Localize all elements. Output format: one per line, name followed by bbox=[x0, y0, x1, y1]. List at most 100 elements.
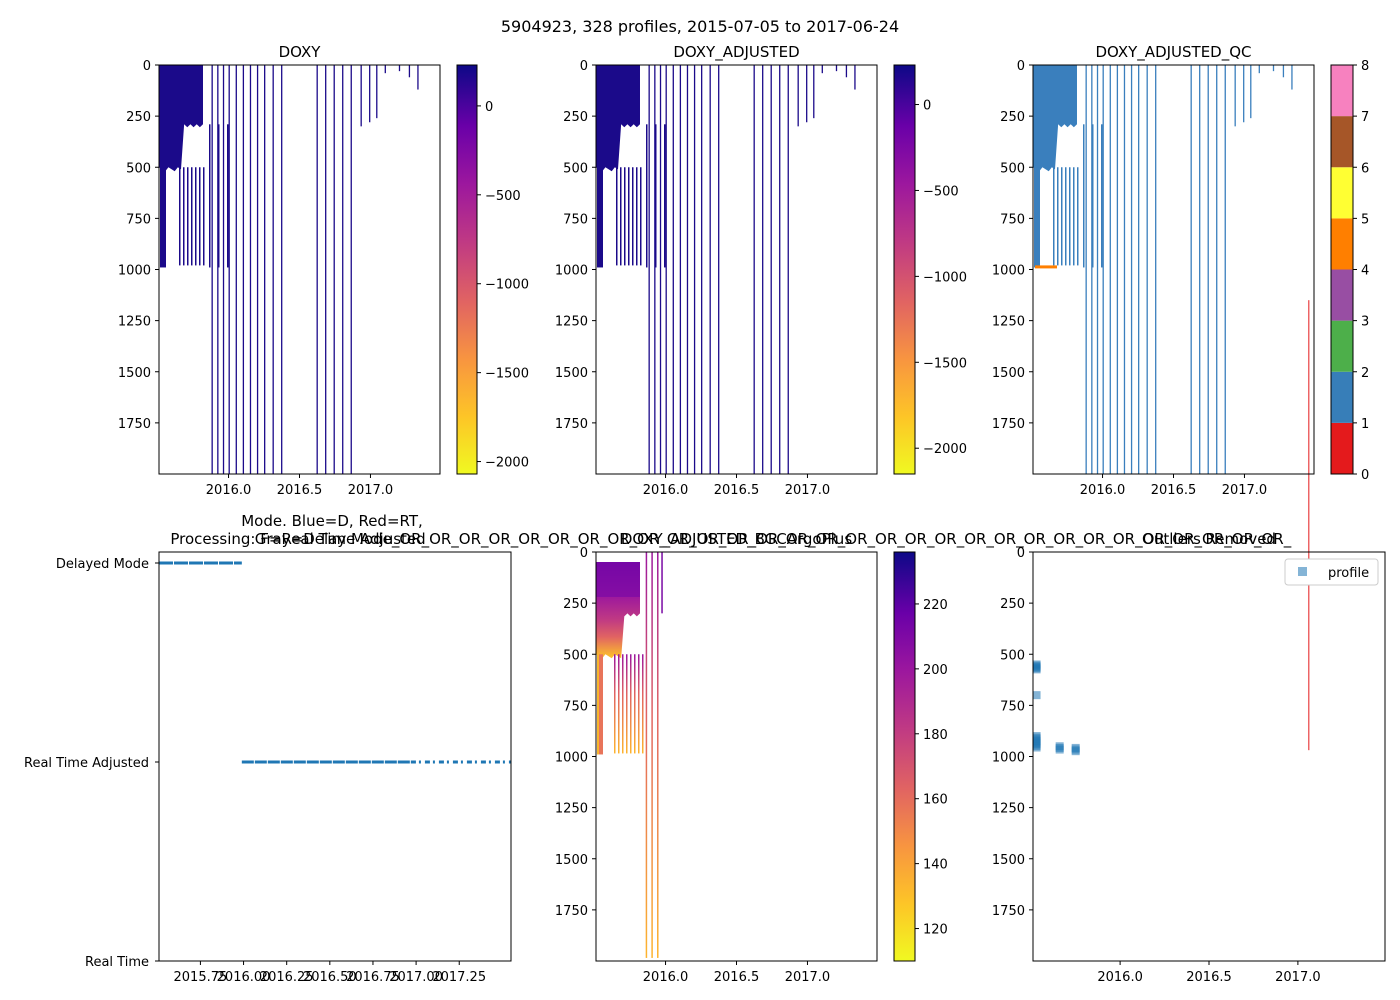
profile-strip bbox=[1282, 65, 1285, 78]
y-tick-label: 1500 bbox=[555, 366, 588, 381]
profile-strip bbox=[1034, 167, 1036, 268]
profile-strip bbox=[628, 167, 630, 266]
profile-strip bbox=[325, 65, 327, 474]
colorbar-tick-label: 6 bbox=[1361, 161, 1369, 176]
y-tick-label: 500 bbox=[1000, 161, 1025, 176]
colorbar-tick-label: 120 bbox=[923, 923, 948, 938]
x-tick-label: 2016.0 bbox=[1080, 483, 1126, 498]
profile-strip bbox=[614, 654, 616, 754]
axes-title: Mode. Blue=D, Red=RT, bbox=[241, 512, 423, 530]
y-tick-label: 500 bbox=[126, 161, 151, 176]
profile-strip bbox=[854, 65, 856, 90]
axes-frame bbox=[158, 551, 512, 962]
x-tick-label: 2016.50 bbox=[303, 970, 357, 985]
profile-strip bbox=[1069, 167, 1071, 266]
profile-strip bbox=[770, 65, 772, 474]
profile-strip bbox=[360, 65, 362, 127]
profile-strip bbox=[1155, 65, 1157, 474]
profile-strip bbox=[645, 552, 648, 958]
panel-mode: Delayed Mode Real Time Adjusted Real Time 2… bbox=[24, 512, 1292, 985]
profile-strip bbox=[665, 65, 667, 474]
y-category-label: Real Time bbox=[85, 955, 149, 970]
axes-title: Outliers Removed bbox=[1142, 530, 1276, 548]
colorbar-tick-label: 200 bbox=[923, 663, 948, 678]
profile-strip bbox=[664, 124, 666, 268]
y-tick-label: 750 bbox=[563, 212, 588, 227]
profile-strip bbox=[601, 654, 603, 755]
profile-strip bbox=[1077, 167, 1079, 266]
y-tick-label: 250 bbox=[126, 110, 151, 125]
y-tick-label: 1750 bbox=[992, 417, 1025, 432]
y-tick-label: 500 bbox=[1000, 648, 1025, 663]
profile-strip bbox=[659, 65, 662, 474]
y-tick-label: 750 bbox=[563, 699, 588, 714]
profile-strip bbox=[646, 124, 648, 268]
profile-strip bbox=[1101, 124, 1103, 268]
profile-strip bbox=[408, 65, 411, 78]
profile-strip bbox=[709, 65, 711, 474]
profile-strip bbox=[203, 167, 205, 266]
profile-strip bbox=[1102, 65, 1104, 474]
axes-title: DOXY_ADJUSTED bbox=[673, 43, 799, 62]
y-tick-label: 1500 bbox=[555, 853, 588, 868]
profile-strip bbox=[384, 65, 386, 74]
colorbar-tick-label: 2 bbox=[1361, 366, 1369, 381]
profile-strip bbox=[718, 65, 720, 474]
profile-strip bbox=[632, 167, 634, 266]
profile-strip bbox=[1116, 65, 1119, 474]
y-tick-label: 1250 bbox=[555, 802, 588, 817]
legend-label: profile bbox=[1328, 566, 1369, 581]
profile-strip bbox=[1036, 167, 1038, 268]
y-tick-label: 1250 bbox=[992, 315, 1025, 330]
profile-strip bbox=[398, 65, 401, 72]
profile-strip bbox=[1234, 65, 1236, 127]
y-tick-label: 1000 bbox=[992, 264, 1025, 279]
profile-strip bbox=[1216, 65, 1218, 474]
y-tick-label: 500 bbox=[563, 161, 588, 176]
outlier-point bbox=[1055, 745, 1064, 754]
profile-strip bbox=[622, 654, 624, 754]
profile-strip bbox=[1224, 65, 1226, 474]
axes-frame bbox=[595, 64, 878, 475]
profile-strip bbox=[599, 167, 601, 268]
profile-strip bbox=[1258, 65, 1260, 74]
y-tick-label: 1500 bbox=[992, 853, 1025, 868]
colorbar-segment bbox=[1331, 167, 1353, 219]
y-tick-label: 0 bbox=[1017, 59, 1025, 74]
profile-strip bbox=[1123, 65, 1126, 474]
profile-strip bbox=[1190, 65, 1192, 474]
profile-strip bbox=[624, 167, 626, 266]
profile-strip bbox=[638, 654, 640, 754]
colorbar-tick-label: −2000 bbox=[485, 456, 529, 471]
colorbar-tick-label: 220 bbox=[923, 598, 948, 613]
colorbar-frame bbox=[893, 64, 916, 475]
y-tick-label: 1000 bbox=[555, 751, 588, 766]
x-tick-label: 2017.00 bbox=[389, 970, 443, 985]
x-tick-label: 2017.0 bbox=[348, 483, 394, 498]
colorbar-segment bbox=[1331, 371, 1353, 423]
colorbar-tick-label: −1000 bbox=[485, 278, 529, 293]
profile-strip bbox=[597, 167, 599, 268]
y-tick-label: 1500 bbox=[118, 366, 151, 381]
profile-strip bbox=[1272, 65, 1275, 72]
profile-strip bbox=[620, 167, 622, 266]
profile-strip bbox=[342, 65, 344, 474]
colorbar-gradient bbox=[457, 65, 477, 474]
outlier-point bbox=[1032, 743, 1041, 752]
x-tick-label: 2016.0 bbox=[1097, 970, 1143, 985]
colorbar-tick-label: 160 bbox=[923, 793, 948, 808]
panel-doxy: DOXY 2016.0 2016.5 2017.0 0 250 500 750 1000 1250… bbox=[118, 43, 529, 498]
profile-strip bbox=[209, 124, 211, 268]
x-tick-label: 2017.0 bbox=[1222, 483, 1268, 498]
colorbar-tick-label: 0 bbox=[923, 99, 931, 114]
profile-strip bbox=[1092, 124, 1094, 268]
profile-strip bbox=[195, 167, 197, 266]
axes-frame bbox=[1032, 551, 1386, 962]
colorbar-tick-label: −500 bbox=[923, 184, 959, 199]
profile-strip bbox=[1091, 65, 1093, 474]
colorbar-gradient bbox=[894, 552, 915, 961]
profile-strip bbox=[1083, 124, 1085, 268]
profile-strip bbox=[679, 65, 682, 474]
colorbar-tick-label: −1500 bbox=[923, 356, 967, 371]
